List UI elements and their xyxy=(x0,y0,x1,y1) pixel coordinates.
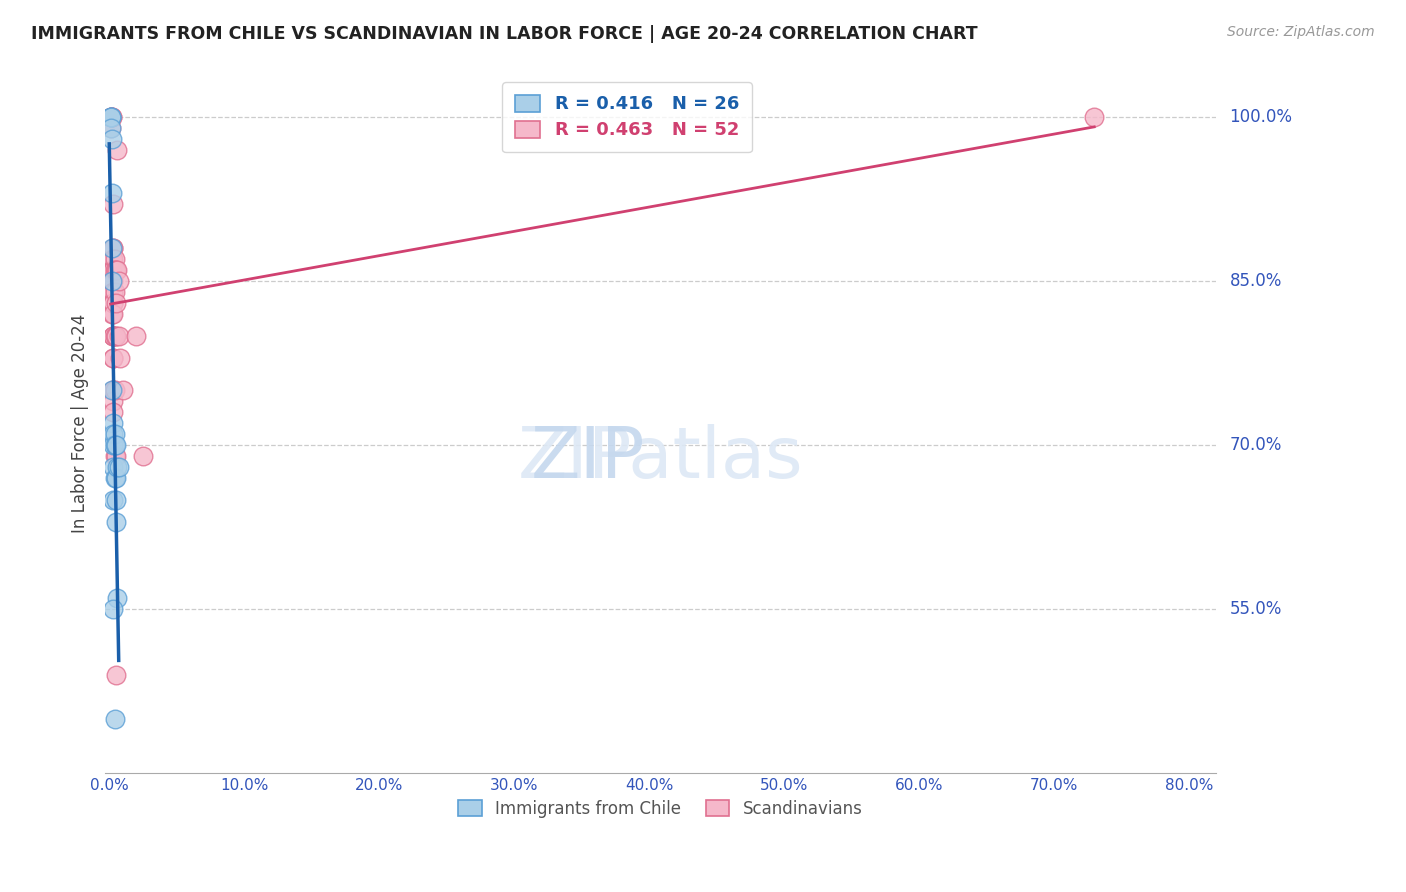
Point xyxy=(107,274,129,288)
Y-axis label: In Labor Force | Age 20-24: In Labor Force | Age 20-24 xyxy=(72,314,89,533)
Point xyxy=(100,110,122,124)
Point xyxy=(104,384,127,398)
Point xyxy=(101,263,124,277)
Point xyxy=(111,384,134,398)
Point xyxy=(103,384,125,398)
Point xyxy=(103,427,125,442)
Point xyxy=(101,263,124,277)
Point xyxy=(105,668,128,682)
Point xyxy=(104,285,127,299)
Point xyxy=(103,307,125,321)
Point xyxy=(103,602,125,616)
Point xyxy=(101,131,124,145)
Point xyxy=(101,186,124,201)
Point xyxy=(104,712,127,726)
Point xyxy=(105,438,128,452)
Point xyxy=(105,591,128,606)
Point xyxy=(103,328,125,343)
Point xyxy=(103,416,125,430)
Point xyxy=(103,492,125,507)
Point xyxy=(101,110,124,124)
Point xyxy=(103,295,125,310)
Point xyxy=(132,449,155,463)
Text: 85.0%: 85.0% xyxy=(1230,272,1282,290)
Point xyxy=(101,274,124,288)
Point xyxy=(101,110,124,124)
Point xyxy=(100,110,122,124)
Point xyxy=(107,460,129,475)
Point xyxy=(103,438,125,452)
Point xyxy=(103,328,125,343)
Text: 70.0%: 70.0% xyxy=(1230,436,1282,454)
Point xyxy=(103,241,125,255)
Point xyxy=(105,471,128,485)
Text: ZIPatlas: ZIPatlas xyxy=(517,424,803,492)
Point xyxy=(103,274,125,288)
Point xyxy=(103,197,125,211)
Point xyxy=(103,263,125,277)
Point xyxy=(104,252,127,266)
Point xyxy=(1083,110,1105,124)
Point xyxy=(105,492,128,507)
Text: IMMIGRANTS FROM CHILE VS SCANDINAVIAN IN LABOR FORCE | AGE 20-24 CORRELATION CHA: IMMIGRANTS FROM CHILE VS SCANDINAVIAN IN… xyxy=(31,25,977,43)
Point xyxy=(103,241,125,255)
Point xyxy=(104,471,127,485)
Point xyxy=(105,295,128,310)
Point xyxy=(103,394,125,409)
Point xyxy=(105,328,128,343)
Point xyxy=(103,285,125,299)
Point xyxy=(104,263,127,277)
Point xyxy=(101,263,124,277)
Point xyxy=(107,328,129,343)
Text: 100.0%: 100.0% xyxy=(1230,108,1292,126)
Point xyxy=(100,110,122,124)
Text: 55.0%: 55.0% xyxy=(1230,600,1282,618)
Point xyxy=(103,351,125,365)
Point xyxy=(103,351,125,365)
Point xyxy=(105,143,128,157)
Point xyxy=(105,460,128,475)
Point xyxy=(100,110,122,124)
Text: ZIP: ZIP xyxy=(531,424,645,492)
Point xyxy=(104,427,127,442)
Point xyxy=(100,120,122,135)
Point xyxy=(100,120,122,135)
Point xyxy=(104,449,127,463)
Point xyxy=(101,274,124,288)
Point xyxy=(125,328,148,343)
Point xyxy=(103,460,125,475)
Point xyxy=(103,328,125,343)
Text: Source: ZipAtlas.com: Source: ZipAtlas.com xyxy=(1227,25,1375,39)
Point xyxy=(103,384,125,398)
Point xyxy=(101,384,124,398)
Point xyxy=(103,405,125,419)
Point xyxy=(101,252,124,266)
Point xyxy=(108,351,131,365)
Point xyxy=(103,285,125,299)
Point xyxy=(105,263,128,277)
Point xyxy=(101,307,124,321)
Point xyxy=(103,263,125,277)
Point xyxy=(101,241,124,255)
Point xyxy=(104,328,127,343)
Point xyxy=(100,110,122,124)
Point xyxy=(103,295,125,310)
Point xyxy=(105,449,128,463)
Point xyxy=(104,438,127,452)
Point xyxy=(105,263,128,277)
Point xyxy=(105,515,128,529)
Legend: Immigrants from Chile, Scandinavians: Immigrants from Chile, Scandinavians xyxy=(451,793,869,824)
Point xyxy=(103,252,125,266)
